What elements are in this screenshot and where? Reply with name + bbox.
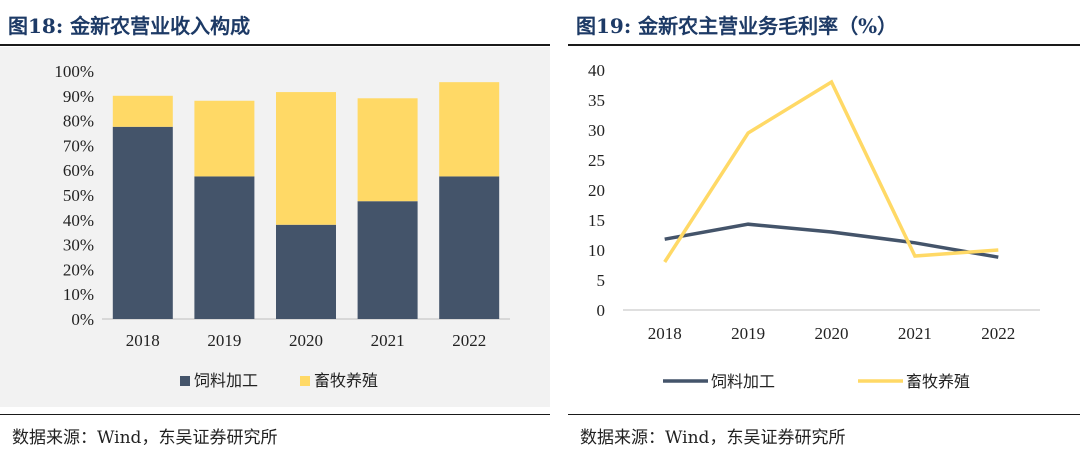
bar-feed-2020	[276, 224, 336, 319]
bar-livestock-2019	[194, 100, 255, 177]
x-tick-label-2021: 2021	[898, 324, 932, 343]
series-line-feed	[664, 222, 999, 259]
bar-livestock-2018	[112, 95, 173, 127]
legend-label-livestock: 畜牧养殖	[906, 372, 970, 391]
x-tick-label-2022: 2022	[981, 324, 1015, 343]
x-tick-label-2020: 2020	[289, 331, 323, 350]
y-tick-label-35: 35	[588, 91, 605, 110]
legend-swatch-livestock	[300, 376, 310, 386]
bar-livestock-2021	[357, 98, 418, 202]
right-line-chart: 0 5 10 15 20 25 30 35 40 2018 2019 2020 2021 2022 饲料加工…	[588, 61, 1040, 391]
y-tick-label-10%: 10%	[63, 285, 94, 304]
x-tick-label-2018: 2018	[126, 331, 160, 350]
bar-livestock-2020	[276, 92, 336, 225]
y-tick-label-0: 0	[597, 301, 606, 320]
y-tick-label-20: 20	[588, 181, 605, 200]
y-tick-label-90%: 90%	[63, 87, 94, 106]
bar-feed-2021	[357, 201, 418, 319]
y-tick-label-15: 15	[588, 211, 605, 230]
y-tick-label-60%: 60%	[63, 161, 94, 180]
right-bottom-rule	[568, 414, 1080, 415]
x-tick-label-2019: 2019	[731, 324, 765, 343]
right-chart-title: 图19: 金新农主营业务毛利率（%）	[576, 14, 898, 38]
legend-label-feed: 饲料加工	[711, 372, 775, 391]
x-tick-label-2019: 2019	[207, 331, 241, 350]
x-tick-label-2021: 2021	[371, 331, 405, 350]
legend-swatch-feed	[180, 376, 190, 386]
x-tick-label-2022: 2022	[452, 331, 486, 350]
left-bottom-rule	[0, 414, 550, 415]
left-chart-panel: 图18: 金新农营业收入构成 0% 10% 20% 30% 40% 50% 60% 70% 80…	[0, 14, 550, 448]
bar-feed-2022	[439, 176, 500, 319]
y-tick-label-70%: 70%	[63, 136, 94, 155]
legend-label-livestock: 畜牧养殖	[314, 371, 378, 390]
right-chart-panel: 图19: 金新农主营业务毛利率（%） 0 5 10 15 20 25 30 35 40 2018 2…	[568, 0, 1080, 458]
left-chart-title: 图18: 金新农营业收入构成	[8, 14, 251, 38]
x-tick-label-2018: 2018	[648, 324, 682, 343]
left-source-note: 数据来源：Wind，东吴证券研究所	[12, 428, 278, 448]
bar-feed-2019	[194, 176, 255, 319]
left-bar-chart: 0% 10% 20% 30% 40% 50% 60% 70% 80% 90% 100% 2018 201…	[54, 62, 510, 390]
bar-feed-2018	[112, 126, 173, 319]
right-top-rule	[568, 44, 1080, 46]
bar-livestock-2022	[439, 82, 500, 177]
y-tick-label-25: 25	[588, 151, 605, 170]
y-tick-label-80%: 80%	[63, 112, 94, 131]
y-tick-label-30%: 30%	[63, 236, 94, 255]
y-tick-label-20%: 20%	[63, 260, 94, 279]
y-tick-label-40%: 40%	[63, 211, 94, 230]
y-tick-label-100%: 100%	[54, 62, 94, 81]
y-tick-label-50%: 50%	[63, 186, 94, 205]
legend-label-feed: 饲料加工	[194, 371, 258, 390]
y-tick-label-40: 40	[588, 61, 605, 80]
x-tick-label-2020: 2020	[815, 324, 849, 343]
series-line-livestock	[663, 79, 999, 263]
right-source-note: 数据来源：Wind，东吴证券研究所	[580, 428, 846, 448]
y-tick-label-10: 10	[588, 241, 605, 260]
y-tick-label-30: 30	[588, 121, 605, 140]
y-tick-label-5: 5	[597, 271, 606, 290]
left-top-rule	[0, 44, 550, 46]
y-tick-label-0%: 0%	[71, 310, 94, 329]
